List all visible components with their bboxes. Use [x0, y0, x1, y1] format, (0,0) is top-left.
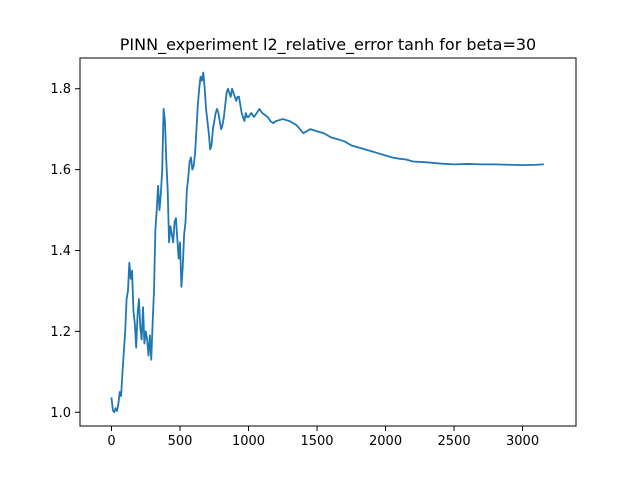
x-tick-label: 500: [168, 434, 193, 449]
y-tick-label: 1.4: [50, 244, 71, 259]
y-tick-label: 1.6: [50, 163, 71, 178]
x-tick-label: 3000: [506, 434, 539, 449]
plot-area: [110, 71, 545, 414]
y-tick-label: 1.8: [50, 82, 71, 97]
y-tick-label: 1.2: [50, 325, 71, 340]
chart-title: PINN_experiment l2_relative_error tanh f…: [120, 35, 536, 55]
x-tick-label: 2000: [369, 434, 402, 449]
axes-frame: [79, 57, 577, 427]
x-tick-label: 1500: [300, 434, 333, 449]
x-tick-label: 1000: [232, 434, 265, 449]
x-tick-label: 0: [107, 434, 115, 449]
x-tick-label: 2500: [438, 434, 471, 449]
axes: 0 500 1000 1500 2000 2500 3000 1.0 1.2 1.4 1.6 1.8: [50, 57, 577, 449]
y-tick-label: 1.0: [50, 406, 71, 421]
series-line-0: [110, 71, 545, 414]
